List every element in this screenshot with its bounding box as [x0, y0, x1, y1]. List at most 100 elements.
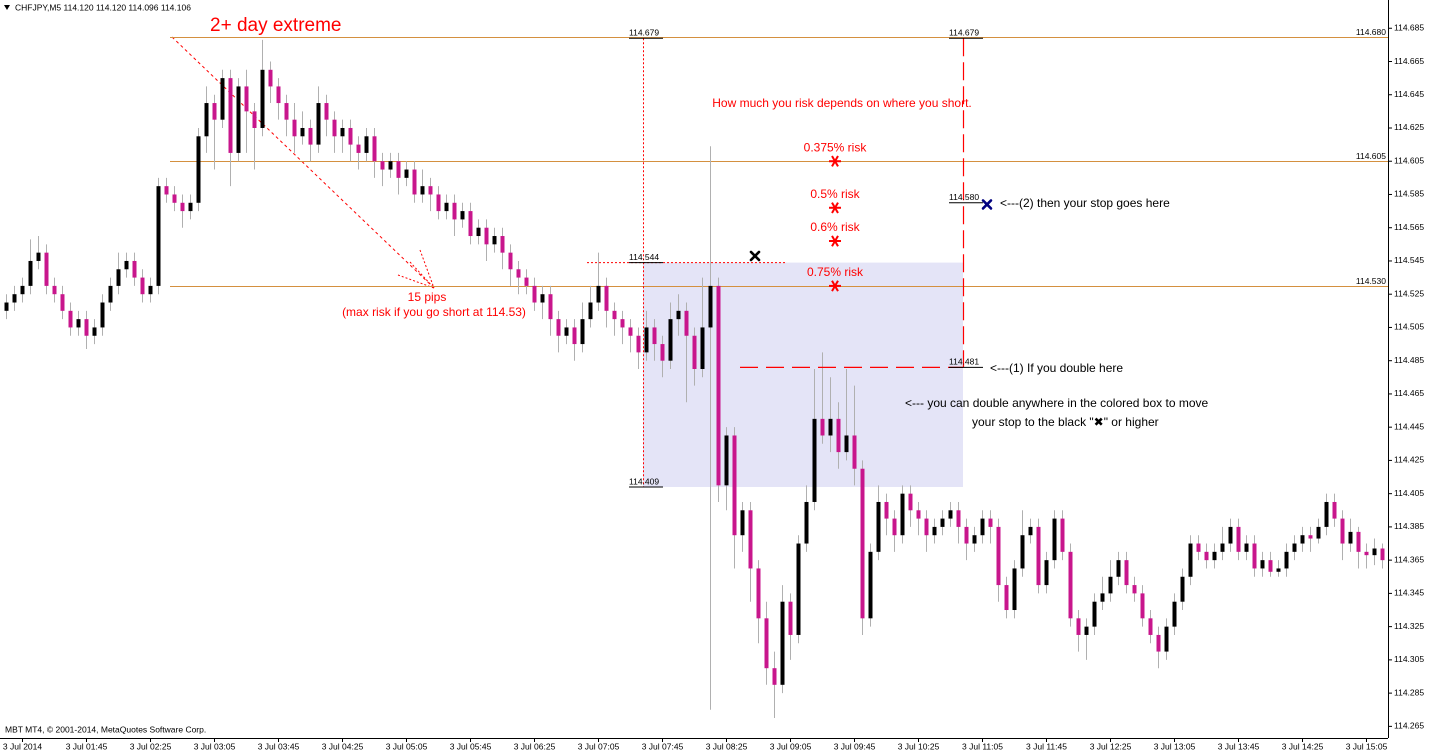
candle-body [724, 435, 729, 486]
price-label: 114.409 [629, 476, 659, 486]
candle-body [804, 501, 809, 544]
candle-body [892, 518, 897, 536]
candle-body [1332, 501, 1337, 519]
candle-body [684, 310, 689, 336]
candle-body [100, 302, 105, 328]
candle-body [572, 327, 577, 345]
candle-body [900, 493, 905, 536]
candle-body [1340, 518, 1345, 544]
candle-body [36, 252, 41, 261]
candle-body [708, 285, 713, 328]
candle-body [244, 86, 249, 112]
price-label: 114.481 [949, 357, 979, 367]
y-tick-label: 114.645 [1394, 89, 1424, 99]
x-tick-label: 3 Jul 2014 [3, 741, 42, 751]
y-tick-label: 114.405 [1394, 488, 1424, 498]
candle-body [996, 526, 1001, 586]
candle-body [132, 260, 137, 278]
candle-body [1068, 551, 1073, 619]
candle-body [180, 202, 185, 212]
x-mark [981, 199, 993, 210]
candle-body [732, 435, 737, 536]
candle-body [1156, 634, 1161, 652]
candle-body [420, 186, 425, 195]
candle-body [68, 310, 73, 328]
candle-body [356, 144, 361, 153]
x-tick-label: 3 Jul 10:25 [898, 741, 940, 751]
candle-body [1132, 585, 1137, 594]
candle-body [1116, 560, 1121, 577]
risk-label: 0.375% risk [804, 140, 868, 154]
x-tick-label: 3 Jul 07:45 [642, 741, 684, 751]
candle-body [988, 518, 993, 527]
candle-body [172, 194, 177, 203]
candle-body [212, 103, 217, 120]
candle-body [1060, 518, 1065, 552]
candle-body [1236, 526, 1241, 552]
candle-body [924, 518, 929, 536]
annotation: (max risk if you go short at 114.53) [342, 305, 526, 319]
candle-body [1204, 551, 1209, 561]
annotation-layer [171, 36, 435, 289]
candle-body [236, 86, 241, 153]
y-tick-label: 114.485 [1394, 355, 1424, 365]
y-tick-label: 114.585 [1394, 189, 1424, 199]
candle-body [876, 501, 881, 552]
x-stroke [981, 199, 993, 210]
candle-body [596, 285, 601, 303]
x-tick-label: 3 Jul 07:05 [578, 741, 620, 751]
candle-body [636, 335, 641, 353]
candle-body [52, 285, 57, 295]
candle-body [196, 136, 201, 203]
candle-body [276, 86, 281, 104]
candle-body [700, 327, 705, 369]
candle-body [564, 327, 569, 336]
annotation: 2+ day extreme [210, 15, 342, 36]
candle-body [1212, 551, 1217, 561]
candle-body [852, 435, 857, 469]
y-tick-label: 114.425 [1394, 455, 1424, 465]
candle-body [644, 327, 649, 353]
y-tick-label: 114.305 [1394, 654, 1424, 664]
candle-body [292, 119, 297, 137]
candle-body [1100, 593, 1105, 602]
candle-body [556, 319, 561, 336]
candle-body [484, 227, 489, 245]
candle-body [300, 127, 305, 137]
x-tick-label: 3 Jul 06:25 [514, 741, 556, 751]
candle-body [836, 418, 841, 453]
candle-body [652, 327, 657, 345]
annotation: How much you risk depends on where you s… [712, 96, 971, 110]
y-tick-label: 114.445 [1394, 421, 1424, 431]
candle-body [780, 601, 785, 685]
candle-body [252, 111, 257, 128]
annotation: 15 pips [408, 290, 447, 304]
candle-body [436, 194, 441, 212]
candle-body [1228, 526, 1233, 544]
x-stroke [749, 250, 761, 262]
candle-body [908, 493, 913, 511]
candle-body [532, 285, 537, 303]
candle-body [660, 344, 665, 361]
candle-body [868, 551, 873, 619]
candle-body [1036, 526, 1041, 586]
candle-body [860, 468, 865, 619]
candle-body [92, 327, 97, 336]
candle-body [916, 510, 921, 519]
y-tick-label: 114.625 [1394, 122, 1424, 132]
x-mark [749, 250, 761, 262]
candle-body [1380, 548, 1385, 561]
candle-body [1244, 543, 1249, 552]
chart-title: CHFJPY,M5 114.120 114.120 114.096 114.10… [15, 2, 191, 12]
candle-body [452, 202, 457, 220]
candle-body [1284, 551, 1289, 569]
candle-body [1308, 535, 1313, 539]
footer: MBT MT4, © 2001-2014, MetaQuotes Softwar… [5, 724, 206, 734]
x-tick-label: 3 Jul 03:05 [194, 741, 236, 751]
candle-body [500, 236, 505, 253]
candle-body [348, 127, 353, 145]
candle-body [1140, 593, 1145, 619]
price-label: 114.544 [629, 252, 659, 262]
risk-label: 0.6% risk [810, 220, 860, 234]
candle-body [1020, 535, 1025, 569]
